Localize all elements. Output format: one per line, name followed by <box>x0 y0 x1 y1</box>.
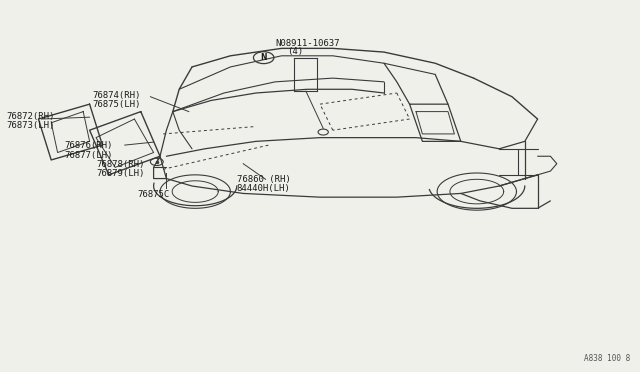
Text: 76876(RH): 76876(RH) <box>64 141 113 150</box>
Text: 76877(LH): 76877(LH) <box>64 151 113 160</box>
Text: 76875(LH): 76875(LH) <box>93 100 141 109</box>
Text: 76874(RH): 76874(RH) <box>93 91 141 100</box>
Text: 76872(RH): 76872(RH) <box>6 112 55 121</box>
Text: 76879(LH): 76879(LH) <box>96 169 145 178</box>
Text: 76875C: 76875C <box>138 190 170 199</box>
Text: 76860 (RH): 76860 (RH) <box>237 175 291 184</box>
Text: 76873(LH): 76873(LH) <box>6 121 55 130</box>
Text: N08911-10637: N08911-10637 <box>275 39 340 48</box>
Text: 84440H(LH): 84440H(LH) <box>237 184 291 193</box>
Text: A838 100 8: A838 100 8 <box>584 354 630 363</box>
Text: 76878(RH): 76878(RH) <box>96 160 145 169</box>
Text: N: N <box>260 53 267 62</box>
Text: (4): (4) <box>287 47 303 56</box>
